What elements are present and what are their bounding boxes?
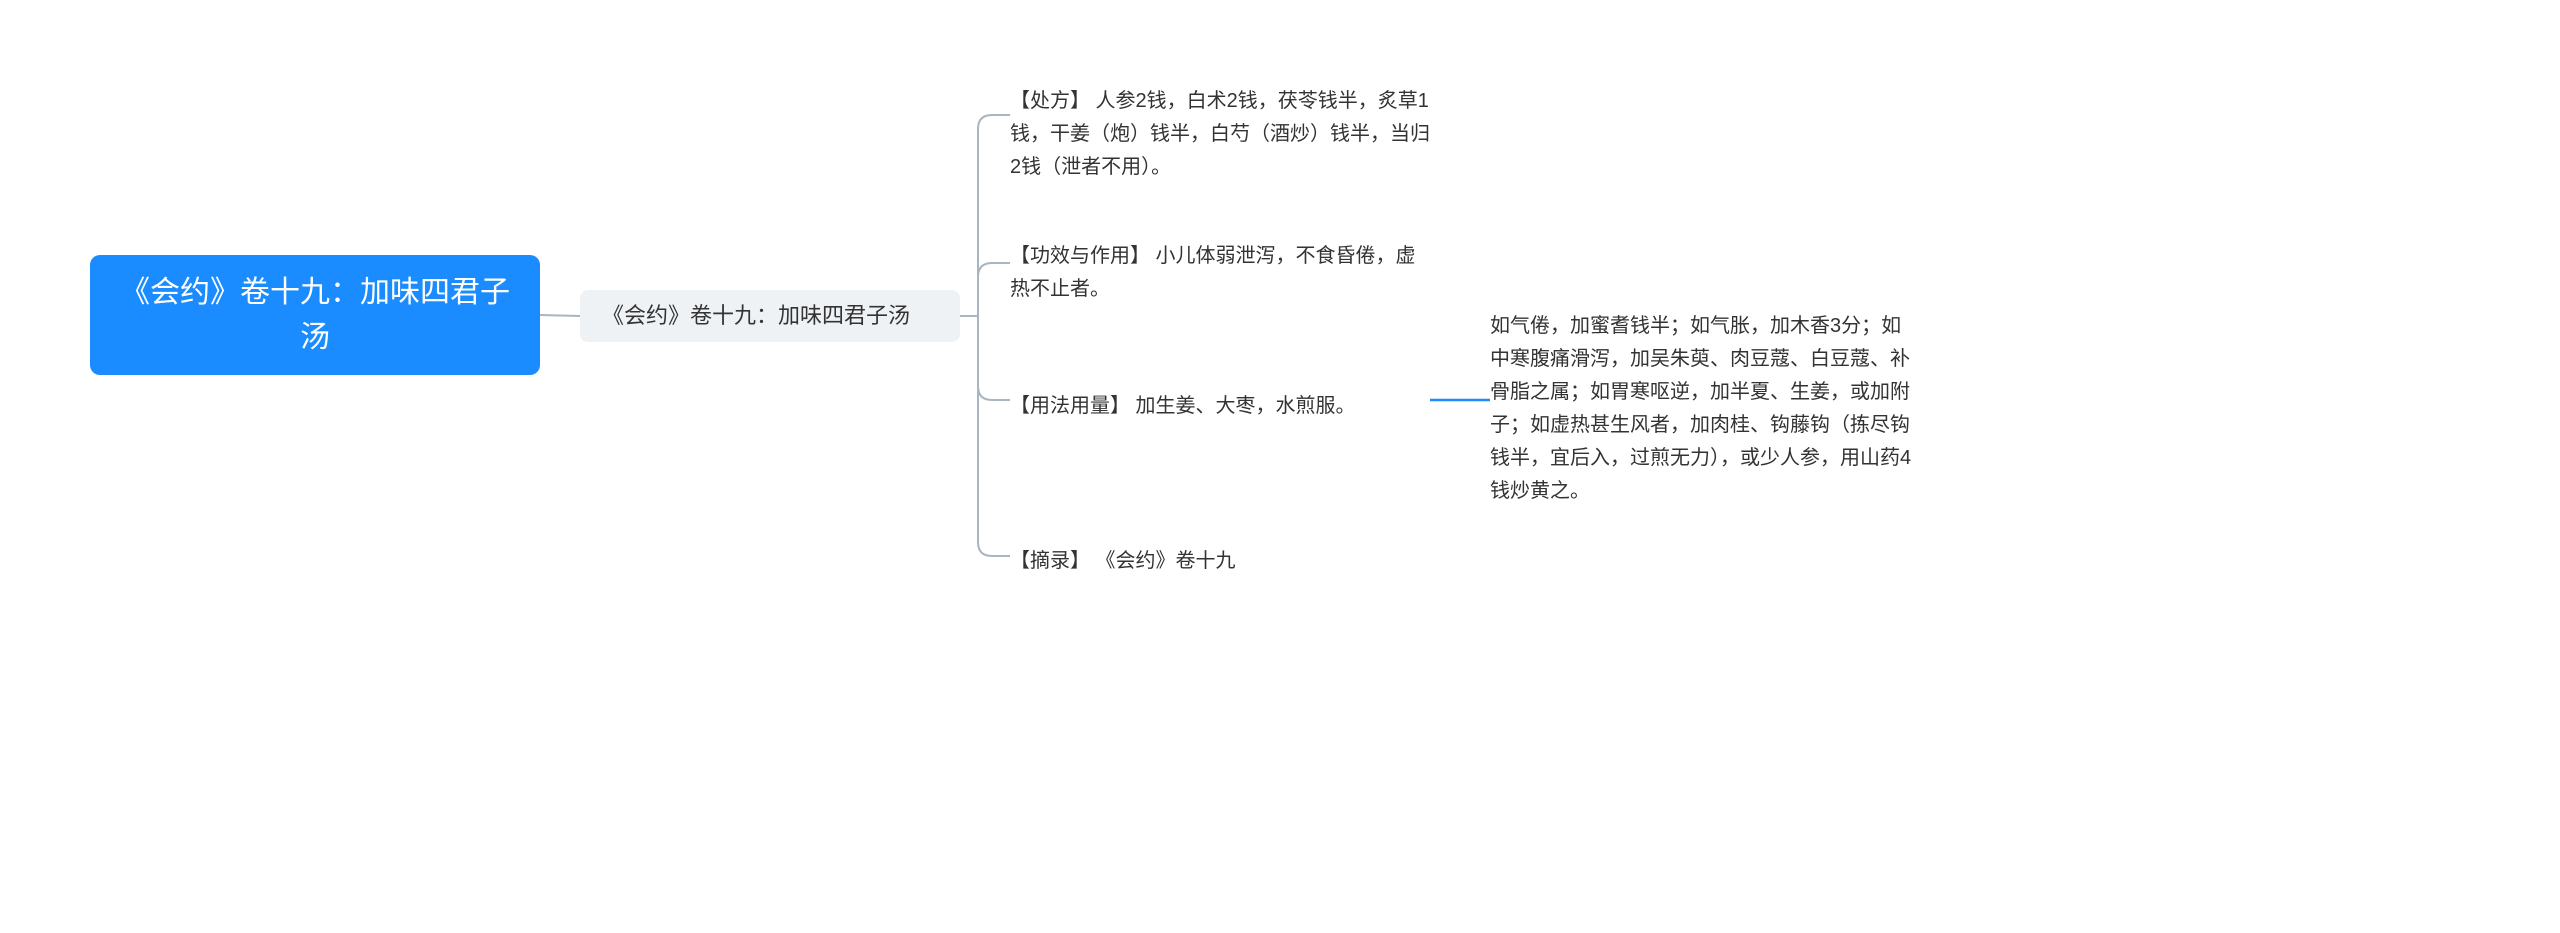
connector-root-sub	[540, 315, 580, 316]
connector-branch-1	[978, 115, 1010, 316]
connector-branch-4	[978, 316, 1010, 556]
leaf-label: 【功效与作用】 小儿体弱泄泻，不食昏倦，虚热不止者。	[1010, 245, 1416, 300]
leaf-label: 【处方】 人参2钱，白术2钱，茯苓钱半，炙草1钱，干姜（炮）钱半，白芍（酒炒）钱…	[1010, 90, 1430, 178]
leaf-node-effect[interactable]: 【功效与作用】 小儿体弱泄泻，不食昏倦，虚热不止者。	[1010, 240, 1430, 306]
connector-branch-2	[978, 263, 1010, 316]
sub-node[interactable]: 《会约》卷十九：加味四君子汤	[580, 290, 960, 342]
root-title: 《会约》卷十九：加味四君子汤	[120, 270, 510, 360]
connector-branch-3	[978, 316, 1010, 400]
sub-title: 《会约》卷十九：加味四君子汤	[602, 301, 910, 332]
leaf-label: 【用法用量】 加生姜、大枣，水煎服。	[1010, 395, 1356, 417]
leaf-node-excerpt[interactable]: 【摘录】 《会约》卷十九	[1010, 545, 1430, 578]
leaf-label: 【摘录】 《会约》卷十九	[1010, 550, 1236, 572]
detail-node[interactable]: 如气倦，加蜜耆钱半；如气胀，加木香3分；如中寒腹痛滑泻，加吴朱萸、肉豆蔻、白豆蔻…	[1490, 310, 1920, 508]
mindmap-canvas: 《会约》卷十九：加味四君子汤 《会约》卷十九：加味四君子汤 【处方】 人参2钱，…	[0, 0, 2560, 933]
leaf-node-prescription[interactable]: 【处方】 人参2钱，白术2钱，茯苓钱半，炙草1钱，干姜（炮）钱半，白芍（酒炒）钱…	[1010, 85, 1430, 184]
detail-text: 如气倦，加蜜耆钱半；如气胀，加木香3分；如中寒腹痛滑泻，加吴朱萸、肉豆蔻、白豆蔻…	[1490, 315, 1911, 502]
leaf-node-usage[interactable]: 【用法用量】 加生姜、大枣，水煎服。	[1010, 390, 1430, 423]
root-node[interactable]: 《会约》卷十九：加味四君子汤	[90, 255, 540, 375]
